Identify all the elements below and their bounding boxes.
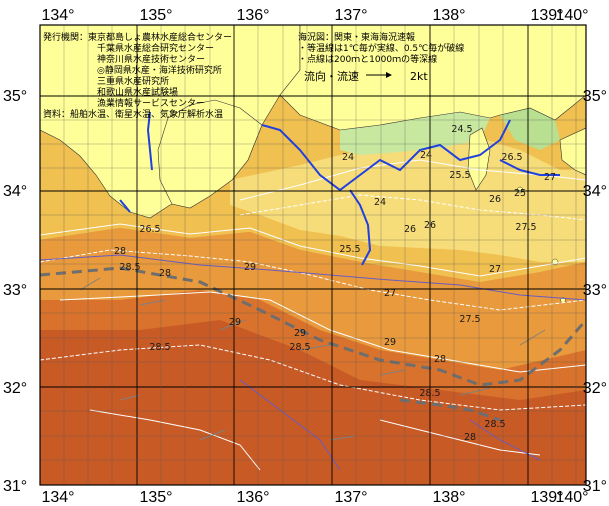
lat-lon-grid [40, 25, 586, 485]
current-legend-arrow [366, 72, 392, 78]
current-arrows [79, 277, 546, 441]
longitude-label: 135° [139, 489, 172, 506]
longitude-label: 140° [555, 489, 588, 506]
isotherm-value-labels: 24 24 24 24.5 25 25.5 25.5 26 26 26 26.5 26.5 27 27 27… [114, 124, 556, 443]
longitude-label: 140° [555, 7, 588, 24]
isotherm-label: 26 [424, 220, 436, 231]
isotherm-label: 24 [342, 152, 354, 163]
sea-cool-sagami [500, 108, 560, 150]
latitude-label: 31° [583, 478, 607, 495]
land-boso [559, 127, 586, 176]
isotherm-label: 28.5 [149, 342, 170, 353]
map-frame [39, 24, 587, 486]
isotherm-label: 25.5 [339, 244, 360, 255]
data-source: 資料：船舶水温、衛星水温、気象庁解析水温 [43, 110, 224, 120]
longitude-label: 137° [334, 489, 367, 506]
sea-hot-south [40, 320, 586, 485]
isotherm-label: 24 [420, 150, 432, 161]
isotherm-label: 27 [384, 288, 396, 299]
latitude-labels-left: 35° 34° 33° 32° 31° [3, 88, 27, 495]
latitude-label: 35° [583, 88, 607, 105]
latitude-label: 34° [583, 183, 607, 200]
isotherm-label: 26 [404, 224, 416, 235]
longitude-label: 135° [139, 7, 172, 24]
latitude-label: 34° [3, 183, 27, 200]
map-legend: 海況図：関東・東海海況速報 ・等温線は1℃毎が実線、0.5℃毎が破線 ・点線は2… [298, 33, 464, 66]
legend-line: ・点線は200ｍと1000ｍの等深線 [298, 55, 438, 65]
legend-line: ・等温線は1℃毎が実線、0.5℃毎が破線 [298, 44, 465, 54]
isotherm-label: 27.5 [515, 222, 536, 233]
latitude-labels-right: 35° 34° 33° 32° 31° [583, 88, 607, 495]
longitude-label: 134° [41, 489, 74, 506]
isotherm-label: 28.5 [419, 388, 440, 399]
isotherm-label: 27 [489, 264, 501, 275]
longitude-label: 138° [432, 489, 465, 506]
longitude-label: 138° [432, 7, 465, 24]
longitude-label: 137° [334, 7, 367, 24]
latitude-label: 32° [3, 380, 27, 397]
isotherm-label: 27 [544, 172, 556, 183]
org-item: 東京都島しょ農林水産総合センター [88, 33, 233, 43]
latitude-label: 35° [3, 88, 27, 105]
isotherm-label: 28 [114, 246, 126, 257]
isotherm-label: 26 [489, 194, 501, 205]
current-speed: 2kt [410, 70, 428, 83]
current-label: 流向・流速 [304, 70, 359, 83]
latitude-label: 31° [3, 478, 27, 495]
isotherm-label: 28.5 [289, 342, 310, 353]
org-item: 千葉県水産総合研究センター [97, 44, 215, 54]
kuroshio-axis [40, 266, 586, 387]
org-item: 三重県水産研究所 [97, 77, 170, 87]
org-item: 和歌山県水産試験場 [97, 88, 179, 98]
isotherm-label: 25 [514, 188, 526, 199]
sea-cool-enshu [340, 112, 490, 155]
isotherm-label: 26.5 [501, 152, 522, 163]
current-legend: 流向・流速 2kt [304, 68, 428, 84]
isotherm-label: 29 [244, 262, 256, 273]
isotherm-label: 29 [294, 328, 306, 339]
isotherm-label: 28.5 [484, 419, 505, 430]
org-item: ◎静岡県水産・海洋技術研究所 [97, 66, 222, 76]
longitude-label: 139° [530, 7, 563, 24]
org-item: 漁業情報サービスセンター [97, 99, 206, 109]
isobath-1000m [40, 254, 586, 471]
org-title: 発行機関： [43, 33, 89, 43]
isotherm-label: 29 [384, 337, 396, 348]
latitude-label: 33° [3, 282, 27, 299]
isotherm-label: 28 [159, 268, 171, 279]
isotherm-label: 28 [434, 354, 446, 365]
longitude-label: 134° [41, 7, 74, 24]
longitude-labels-top: 134° 135° 136° 137° 138° 139°140° [41, 7, 588, 24]
longitude-labels-bottom: 134° 135° 136° 137° 138° 139°140° [41, 489, 588, 506]
org-item: 神奈川県水産技術センター [97, 55, 206, 65]
isotherm-label: 27.5 [459, 314, 480, 325]
isotherm-label: 24 [374, 197, 386, 208]
fine-grid [40, 25, 586, 485]
isotherm-label: 28.5 [119, 262, 140, 273]
isotherm-label: 26.5 [139, 224, 160, 235]
isotherm-label: 24.5 [451, 124, 472, 135]
kuroshio-axis-south [399, 398, 501, 422]
land-chubu [279, 25, 586, 131]
land-island [516, 186, 524, 194]
isobath-lines [119, 111, 560, 266]
issuing-organizations: 発行機関：東京都島しょ農林水産総合センター 千葉県水産総合研究センター 神奈川県… [43, 33, 232, 121]
isotherm-label: 25.5 [449, 170, 470, 181]
isotherm-label: 28 [464, 432, 476, 443]
legend-line: 海況図：関東・東海海況速報 [298, 33, 416, 43]
latitude-label: 33° [583, 282, 607, 299]
latitude-label: 32° [583, 380, 607, 397]
longitude-label: 136° [236, 489, 269, 506]
isotherm-label: 29 [229, 317, 241, 328]
longitude-label: 136° [236, 7, 269, 24]
longitude-label: 139° [530, 489, 563, 506]
